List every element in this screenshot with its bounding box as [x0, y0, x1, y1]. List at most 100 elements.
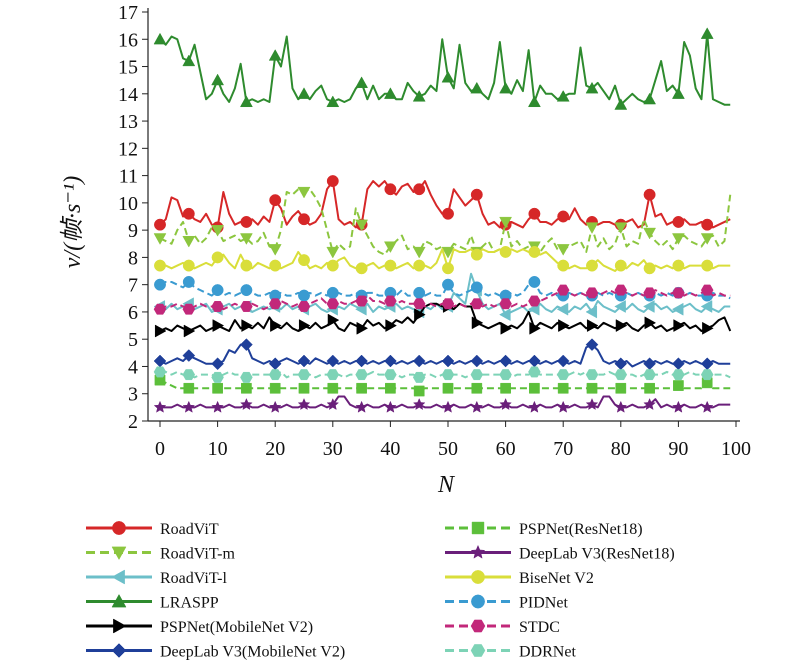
data-point [470, 354, 484, 368]
data-point [471, 316, 484, 330]
data-point [441, 246, 455, 259]
legend-item: DeepLab V3(ResNet18) [445, 544, 675, 563]
data-point [211, 225, 225, 237]
data-point [499, 369, 512, 381]
data-point [412, 246, 426, 259]
series-lraspp [153, 27, 731, 110]
legend-label: LRASPP [160, 595, 219, 612]
series-line [159, 32, 731, 106]
data-point [585, 397, 599, 411]
data-point [182, 259, 195, 272]
data-point [528, 354, 541, 368]
data-point [700, 357, 714, 371]
data-point [326, 286, 339, 299]
data-point [673, 380, 684, 391]
legend-item: BiseNet V2 [445, 570, 594, 587]
data-point [586, 319, 599, 332]
data-point [268, 369, 282, 381]
data-point [672, 400, 685, 413]
data-point [585, 81, 599, 94]
legend-swatch-marker [471, 594, 485, 609]
legend-label: BiseNet V2 [519, 570, 594, 587]
axes: 0 10 20 30 40 50 60 70 80 90 100 2 3 4 5 6 7 8 9 10 11 12 13 14… [118, 2, 751, 460]
data-point [355, 295, 368, 307]
y-tick-label: 15 [118, 57, 138, 79]
data-point [241, 382, 252, 394]
data-point [326, 397, 340, 411]
legend-swatch-marker [111, 546, 127, 561]
data-point [442, 207, 454, 220]
data-point [529, 382, 540, 394]
data-point [412, 397, 426, 411]
data-point [154, 218, 166, 231]
x-tick-label: 0 [155, 438, 165, 460]
data-point [615, 382, 627, 394]
data-point [585, 222, 599, 234]
data-point [643, 357, 656, 371]
data-point [326, 95, 340, 108]
data-point [153, 303, 167, 315]
series-stdc [153, 284, 731, 315]
data-point [701, 218, 714, 231]
data-point [614, 400, 628, 413]
data-point [269, 194, 282, 207]
data-point [643, 397, 656, 411]
data-point [355, 400, 368, 413]
legend-item: DeepLab V3(MobileNet V2) [86, 643, 345, 661]
data-point [412, 90, 426, 102]
data-point [211, 73, 225, 86]
y-tick-label: 3 [128, 384, 138, 406]
data-point [556, 90, 570, 102]
data-point [614, 259, 627, 272]
data-point [384, 183, 397, 196]
y-tick-label: 4 [128, 356, 138, 378]
legend-label: PIDNet [519, 595, 568, 612]
data-point [614, 357, 628, 371]
data-point [240, 397, 253, 411]
data-point [471, 382, 483, 394]
data-point [643, 287, 656, 299]
data-point [470, 369, 484, 381]
data-point [241, 319, 253, 332]
data-point [240, 371, 253, 383]
x-tick-label: 30 [323, 438, 343, 460]
series-line [159, 280, 731, 300]
legend-item: LRASPP [86, 593, 219, 612]
series-roadvit [154, 175, 731, 234]
x-tick-label: 20 [265, 438, 285, 460]
data-point [528, 245, 541, 258]
data-point [470, 298, 484, 310]
data-point [212, 319, 225, 332]
data-point [557, 382, 569, 394]
data-point [412, 371, 426, 383]
data-point [211, 301, 224, 312]
data-point [644, 382, 655, 394]
data-point [701, 259, 714, 272]
data-point [153, 354, 167, 368]
series-deeplab-v3-mobilenet-v2 [153, 338, 731, 371]
data-point [500, 321, 513, 335]
legend-swatch-marker [113, 618, 127, 634]
data-point [153, 366, 167, 378]
legend-item: DDRNet [445, 644, 576, 661]
data-point [327, 313, 340, 327]
y-tick-label: 2 [128, 411, 138, 433]
legend-label: RoadViT-m [160, 546, 235, 563]
x-tick-label: 60 [496, 438, 516, 460]
data-point [212, 382, 223, 394]
data-point [297, 369, 311, 381]
series-roadvit-m [153, 186, 732, 259]
data-point [614, 300, 626, 313]
legend-item: STDC [445, 619, 560, 636]
data-point [326, 354, 340, 368]
data-point [356, 321, 369, 335]
data-point [326, 246, 340, 259]
y-tick-label: 7 [128, 275, 138, 297]
data-point [182, 207, 195, 220]
data-point [182, 54, 196, 67]
data-point [153, 233, 167, 245]
data-point [470, 400, 484, 413]
x-tick-label: 50 [438, 438, 458, 460]
series-ddrnet [153, 366, 731, 383]
data-point [556, 244, 570, 256]
